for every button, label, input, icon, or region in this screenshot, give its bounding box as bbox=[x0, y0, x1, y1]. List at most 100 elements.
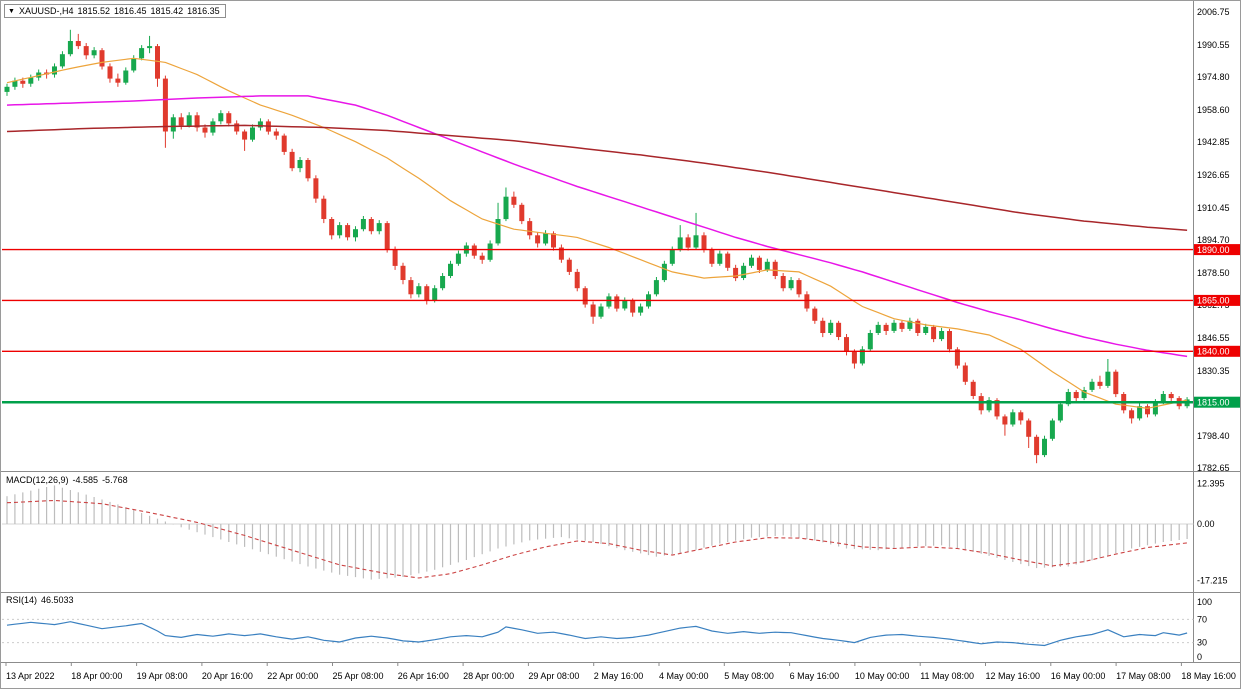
bear-candle bbox=[582, 288, 588, 305]
medium-moving-average-line bbox=[6, 95, 1188, 358]
bull-candle bbox=[440, 276, 446, 289]
bear-candle bbox=[519, 204, 525, 222]
bull-candle bbox=[448, 263, 453, 276]
bear-candle bbox=[234, 123, 240, 132]
bear-candle bbox=[115, 78, 121, 83]
bear-candle bbox=[226, 113, 232, 124]
bear-candle bbox=[281, 135, 287, 152]
bull-candle bbox=[1049, 420, 1055, 439]
bull-candle bbox=[653, 280, 659, 295]
bull-candle bbox=[186, 115, 192, 126]
bull-candle bbox=[1089, 381, 1095, 390]
price-axis-label: 1910.45 bbox=[1197, 203, 1230, 213]
bear-candle bbox=[851, 351, 857, 364]
bull-candle bbox=[257, 121, 263, 128]
rsi-line bbox=[6, 621, 1188, 647]
bear-candle bbox=[566, 259, 572, 272]
slow-moving-average-line bbox=[6, 124, 1188, 231]
bull-candle bbox=[210, 121, 216, 133]
price-axis-label: 1846.55 bbox=[1197, 333, 1230, 343]
bear-candle bbox=[313, 178, 319, 199]
bear-candle bbox=[1097, 381, 1103, 386]
bull-candle bbox=[432, 288, 438, 301]
bear-candle bbox=[1129, 410, 1135, 419]
bull-candle bbox=[1105, 371, 1111, 386]
price-level-tag bbox=[1194, 396, 1240, 408]
price-axis-label: 1782.65 bbox=[1197, 463, 1230, 473]
bear-candle bbox=[820, 320, 826, 333]
ohlc-low-value: 1815.42 bbox=[150, 6, 184, 16]
bull-candle bbox=[543, 233, 549, 244]
price-level-tag-text: 1840.00 bbox=[1197, 347, 1230, 357]
price-axis-label: 1974.80 bbox=[1197, 72, 1230, 82]
bear-candle bbox=[954, 349, 960, 366]
bull-candle bbox=[788, 280, 794, 289]
bear-candle bbox=[273, 131, 279, 136]
bull-candle bbox=[638, 306, 644, 313]
bear-candle bbox=[83, 46, 89, 56]
rsi-axis-label: 100 bbox=[1197, 597, 1212, 607]
bear-candle bbox=[551, 233, 556, 248]
bear-candle bbox=[392, 249, 398, 266]
time-axis-label: 13 Apr 2022 bbox=[6, 671, 55, 681]
bull-candle bbox=[717, 253, 723, 264]
collapse-triangle-icon[interactable]: ▼ bbox=[8, 7, 15, 15]
macd-signal-line bbox=[6, 499, 1188, 579]
bear-candle bbox=[709, 249, 715, 264]
bull-candle bbox=[891, 322, 897, 331]
bear-candle bbox=[1145, 406, 1150, 415]
bull-candle bbox=[606, 296, 612, 307]
bear-candle bbox=[994, 400, 1000, 417]
bull-candle bbox=[455, 253, 461, 264]
bull-candle bbox=[1010, 412, 1016, 425]
bear-candle bbox=[162, 78, 168, 132]
price-level-tag bbox=[1194, 345, 1240, 357]
time-axis-label: 6 May 16:00 bbox=[790, 671, 840, 681]
price-level-tag bbox=[1194, 244, 1240, 256]
bull-candle bbox=[495, 219, 501, 244]
price-axis-label: 1990.55 bbox=[1197, 40, 1230, 50]
bear-candle bbox=[400, 265, 406, 280]
bull-candle bbox=[67, 41, 73, 55]
bear-candle bbox=[812, 308, 818, 321]
bear-candle bbox=[289, 151, 295, 169]
macd-axis-label: 12.395 bbox=[1197, 478, 1225, 488]
bear-candle bbox=[630, 300, 636, 313]
bear-candle bbox=[1018, 412, 1024, 421]
bear-candle bbox=[574, 271, 580, 289]
bull-candle bbox=[52, 66, 57, 75]
bull-candle bbox=[376, 223, 382, 232]
bull-candle bbox=[923, 326, 929, 333]
macd-axis-label: 0.00 bbox=[1197, 519, 1215, 529]
bull-candle bbox=[91, 50, 97, 56]
ohlc-high-value: 1816.45 bbox=[114, 6, 147, 16]
bull-candle bbox=[28, 77, 34, 84]
price-axis-label: 1942.85 bbox=[1197, 137, 1230, 147]
bull-candle bbox=[939, 331, 945, 340]
bull-candle bbox=[297, 160, 303, 169]
bear-candle bbox=[471, 245, 477, 256]
time-axis-label: 22 Apr 00:00 bbox=[267, 671, 318, 681]
bull-candle bbox=[986, 400, 992, 411]
bull-candle bbox=[622, 300, 628, 309]
bull-candle bbox=[487, 243, 493, 260]
bear-candle bbox=[242, 131, 248, 140]
bear-candle bbox=[1168, 394, 1174, 399]
bull-candle bbox=[867, 333, 873, 350]
bear-candle bbox=[194, 115, 200, 128]
bull-candle bbox=[503, 196, 509, 220]
symbol-info-box[interactable]: ▼ XAUUSD-,H4 1815.52 1816.45 1815.42 181… bbox=[4, 4, 226, 18]
bull-candle bbox=[741, 265, 747, 278]
bull-candle bbox=[661, 263, 667, 281]
bear-candle bbox=[535, 235, 541, 244]
bull-candle bbox=[131, 58, 137, 71]
time-axis-label: 29 Apr 08:00 bbox=[528, 671, 579, 681]
time-axis-label: 18 Apr 00:00 bbox=[71, 671, 122, 681]
time-axis-label: 5 May 08:00 bbox=[724, 671, 774, 681]
bull-candle bbox=[1065, 392, 1071, 405]
price-axis-label: 1926.65 bbox=[1197, 170, 1230, 180]
bear-candle bbox=[614, 296, 620, 309]
